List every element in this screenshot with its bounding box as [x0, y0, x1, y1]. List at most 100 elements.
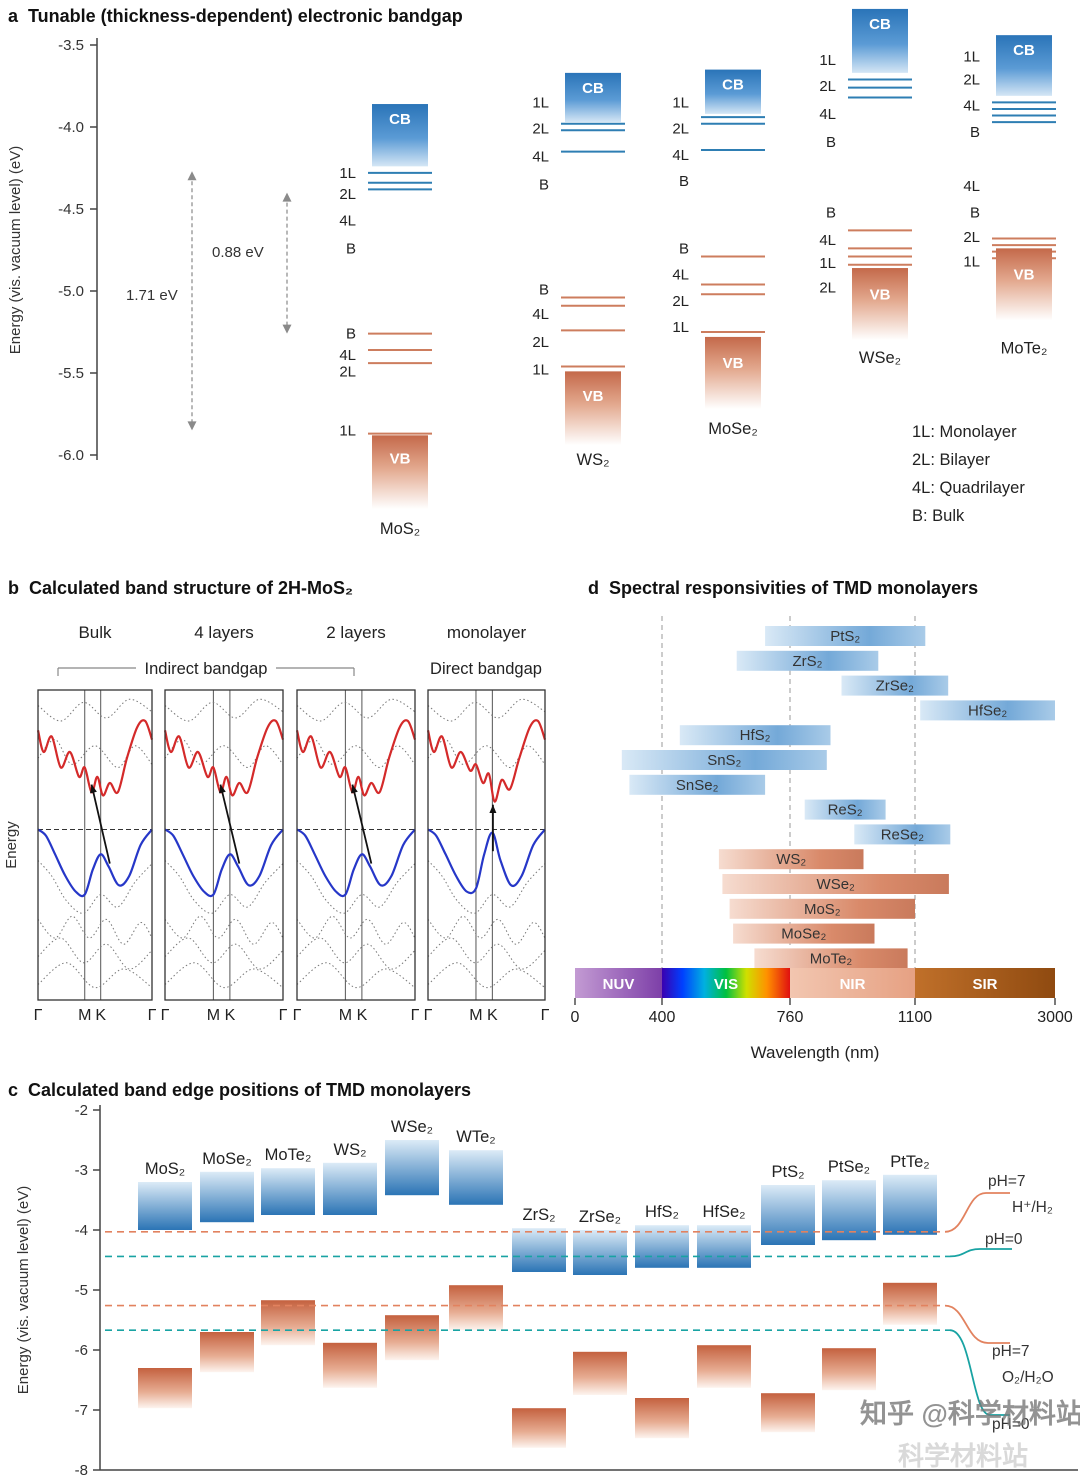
legend-item: 2L: Bilayer	[912, 451, 990, 469]
cb-block	[449, 1150, 503, 1205]
valence-band-curve	[164, 828, 284, 898]
cb-block	[385, 1140, 439, 1196]
transition-arrowhead-icon	[351, 784, 358, 794]
subplot-frame	[296, 689, 416, 1001]
arrowhead-up-icon	[282, 192, 292, 202]
cb-block	[200, 1171, 254, 1223]
layer-label: 2L	[339, 363, 356, 380]
material-name: PtTe₂	[890, 1153, 929, 1171]
c-y-tick-label: -4	[75, 1222, 88, 1239]
subplot-frame	[427, 689, 546, 1001]
subplot-frame	[164, 689, 284, 1001]
bar-label: ReS₂	[828, 802, 863, 819]
material-name: WTe₂	[456, 1128, 495, 1146]
k-point-label: M	[78, 1007, 91, 1024]
cb-band-text: CB	[869, 16, 891, 33]
panel-d-heading: Spectral responsivities of TMD monolayer…	[609, 578, 979, 598]
subplot-frame	[37, 689, 153, 1001]
responsivity-bar	[754, 948, 908, 969]
material-name: ZrS₂	[523, 1206, 556, 1224]
panel-c-chart: -2 -3 -4 -5 -6 -7 -8 Energy (vis. vacuum level)…	[15, 1102, 1078, 1479]
panel-b-chart: Bulk 4 layers 2 layers monolayer Indirect ba…	[3, 623, 550, 1024]
bar-label: SnSe₂	[676, 777, 719, 794]
background-band	[427, 937, 546, 970]
panel-c-heading: Calculated band edge positions of TMD mo…	[28, 1080, 472, 1100]
panel-b-heading: Calculated band structure of 2H-MoS₂	[29, 578, 354, 598]
material-name: MoSe₂	[708, 420, 758, 438]
layer-label: 2L	[672, 293, 689, 310]
transition-arrow	[90, 784, 111, 864]
layer-label: 2L	[532, 121, 549, 138]
c-y-tick-label: -5	[75, 1282, 88, 1299]
layer-label: 4L	[819, 232, 836, 249]
background-band	[164, 739, 284, 769]
subplot-title: 2 layers	[326, 623, 386, 642]
layer-label: 1L	[532, 362, 549, 379]
responsivity-bar	[733, 923, 875, 944]
vb-block	[200, 1332, 254, 1373]
vb-block	[822, 1348, 876, 1391]
x-tick-label: 400	[649, 1009, 676, 1026]
k-point-label: M	[207, 1007, 220, 1024]
vb-block	[883, 1282, 937, 1325]
spectrum-band-label: NUV	[603, 976, 635, 993]
redox-step-line	[944, 1304, 1010, 1344]
spectrum-band-label: SIR	[972, 976, 997, 993]
a-y-tick-label: -4.5	[58, 201, 84, 218]
conduction-band-curve	[295, 719, 417, 797]
panel-a-title: a Tunable (thickness-dependent) electroni…	[8, 6, 463, 27]
k-point-label: Γ	[148, 1007, 157, 1024]
x-tick-label: 0	[571, 1009, 580, 1026]
transition-arrowhead-icon	[219, 784, 226, 794]
c-y-tick-label: -6	[75, 1342, 88, 1359]
redox-step-line	[949, 1329, 1010, 1416]
responsivity-bar	[920, 700, 1055, 721]
bar-label: SnS₂	[707, 752, 741, 769]
material-name: MoSe₂	[202, 1150, 252, 1168]
panel-c-title: c Calculated band edge positions of TMD m…	[8, 1080, 471, 1101]
layer-label: B	[679, 173, 689, 190]
layer-label: B	[346, 240, 356, 257]
panel-a-heading: Tunable (thickness-dependent) electronic…	[28, 6, 463, 26]
material-name: HfS₂	[645, 1203, 679, 1221]
background-band	[296, 915, 416, 945]
layer-label: 2L	[672, 121, 689, 138]
arrowhead-up-icon	[187, 171, 197, 181]
subplot-title: Bulk	[78, 623, 112, 642]
background-band	[296, 937, 416, 970]
layer-label: 1L	[672, 94, 689, 111]
cb-block	[761, 1185, 815, 1245]
a-y-tick-label: -5.5	[58, 365, 84, 382]
k-point-label: Γ	[34, 1007, 43, 1024]
redox-step-line	[944, 1192, 1010, 1233]
vb-block	[512, 1408, 566, 1448]
x-tick-label: 1100	[898, 1009, 933, 1026]
k-point-label: Γ	[411, 1007, 420, 1024]
valence-band-curve	[296, 828, 416, 898]
layer-label: 2L	[532, 334, 549, 351]
c-y-axis-label: Energy (vis. vacuum level) (eV)	[15, 1186, 32, 1394]
panel-d-chart: PtS₂ ZrS₂ ZrSe₂ HfSe₂ HfS₂ SnS₂ SnSe₂ ReS₂ ReSe₂…	[571, 616, 1073, 1062]
ph-label: pH=7	[988, 1173, 1026, 1190]
c-y-tick-label: -2	[75, 1102, 88, 1119]
cb-band-text: CB	[389, 111, 411, 128]
bar-label: MoTe₂	[810, 950, 853, 967]
bar-label: ZrS₂	[793, 653, 823, 670]
vb-band	[372, 435, 428, 510]
redox-step-line	[949, 1248, 1012, 1258]
watermark-text: 知乎 @科学材料站	[860, 1399, 1080, 1429]
cb-block	[261, 1168, 315, 1215]
background-band	[164, 915, 284, 945]
a-y-axis-label: Energy (vis. vacuum level) (eV)	[7, 146, 24, 354]
vb-band-text: VB	[1014, 267, 1035, 284]
layer-label: 1L	[339, 422, 356, 439]
background-band	[296, 962, 416, 989]
legend-item: B: Bulk	[912, 507, 965, 525]
redox-couple-label: O₂/H₂O	[1002, 1369, 1054, 1386]
material-name: PtSe₂	[828, 1158, 870, 1176]
layer-label: 2L	[819, 78, 836, 95]
material-name: MoTe₂	[265, 1146, 312, 1164]
background-band	[427, 739, 546, 769]
layer-label: 4L	[672, 147, 689, 164]
conduction-band-curve	[36, 719, 154, 797]
